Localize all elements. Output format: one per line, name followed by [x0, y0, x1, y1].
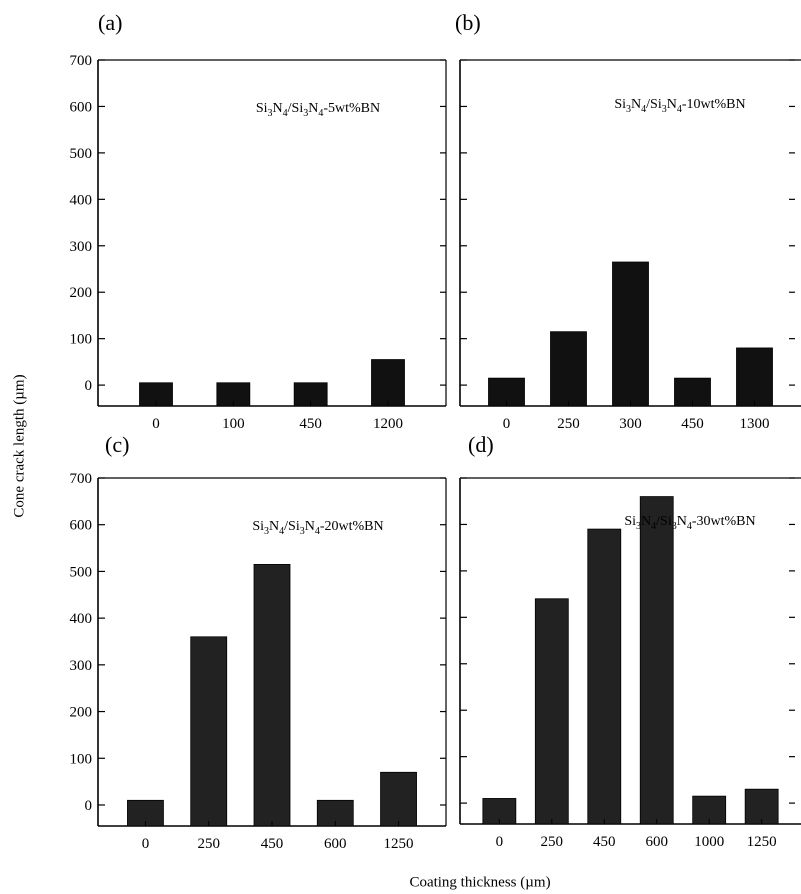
bar [550, 331, 587, 407]
x-tick-label: 1200 [373, 416, 403, 432]
annotation-subscript: 4 [283, 108, 288, 119]
y-tick-label: 400 [70, 611, 93, 627]
annotation-subscript: 3 [264, 526, 269, 537]
x-tick-label: 450 [593, 834, 616, 850]
bar [587, 528, 622, 825]
x-tick-label: 1250 [384, 836, 414, 852]
y-axis-title: Cone crack length (µm) [11, 374, 28, 518]
annotation-subscript: 4 [677, 104, 682, 115]
x-tick-label: 250 [197, 836, 220, 852]
panel-annotation: Si3N4/Si3N4-20wt%BN [252, 519, 383, 537]
x-tick-label: 1300 [740, 416, 770, 432]
x-tick-label: 450 [681, 416, 704, 432]
x-tick-label: 0 [142, 836, 150, 852]
annotation-subscript: 3 [300, 526, 305, 537]
bar [612, 261, 649, 407]
x-tick-label: 600 [324, 836, 347, 852]
annotation-text: /Si [656, 514, 672, 529]
annotation-subscript: 4 [641, 104, 646, 115]
annotation-text: /Si [288, 101, 304, 116]
y-tick-label: 100 [70, 751, 93, 767]
chart-panel-2: 0 250 300 450 1300(b)Si3N4/Si3N4-10wt%BN [455, 10, 801, 432]
x-tick-label: 450 [299, 416, 322, 432]
chart-panel-4: 0 250 450 600 1000 1250(d)Si3N4/Si3N4-30wt%BN [459, 432, 801, 850]
annotation-text: N [308, 101, 318, 116]
bar [190, 636, 228, 827]
annotation-text: N [305, 519, 315, 534]
panel-label: (a) [98, 10, 122, 35]
x-tick-label: 0 [152, 416, 160, 432]
annotation-text: N [273, 101, 283, 116]
x-axis-title: Coating thickness (µm) [409, 874, 551, 891]
annotation-text: -5wt%BN [323, 101, 380, 116]
y-tick-label: 0 [85, 798, 93, 814]
x-tick-label: 1000 [694, 834, 724, 850]
y-tick-label: 700 [70, 53, 93, 69]
annotation-subscript: 4 [315, 526, 320, 537]
x-tick-label: 600 [645, 834, 668, 850]
annotation-text: N [641, 514, 651, 529]
annotation-subscript: 4 [687, 521, 692, 532]
y-tick-label: 300 [70, 239, 93, 255]
annotation-text: /Si [646, 97, 662, 112]
y-tick-label: 600 [70, 518, 93, 534]
bar [371, 359, 405, 407]
x-tick-label: 0 [503, 416, 511, 432]
annotation-subscript: 3 [626, 104, 631, 115]
x-tick-label: 1250 [747, 834, 777, 850]
bar [639, 496, 674, 825]
annotation-text: Si [256, 101, 268, 116]
annotation-text: -10wt%BN [682, 97, 746, 112]
x-tick-label: 100 [222, 416, 245, 432]
y-tick-label: 500 [70, 564, 93, 580]
annotation-text: Si [252, 519, 264, 534]
annotation-text: N [631, 97, 641, 112]
annotation-text: N [667, 97, 677, 112]
annotation-subscript: 3 [662, 104, 667, 115]
y-tick-label: 600 [70, 99, 93, 115]
panel-annotation: Si3N4/Si3N4-5wt%BN [256, 101, 380, 119]
chart-panel-3: 0 100 200 300 400 500 600 700 0 250 450 600 1250 (c) S… [70, 432, 447, 852]
panel-annotation: Si3N4/Si3N4-10wt%BN [614, 97, 745, 115]
annotation-subscript: 3 [636, 521, 641, 532]
annotation-subscript: 4 [651, 521, 656, 532]
annotation-subscript: 3 [268, 108, 273, 119]
panel-label: (d) [468, 432, 494, 457]
panel-annotation: Si3N4/Si3N4-30wt%BN [624, 514, 755, 532]
annotation-subscript: 4 [318, 108, 323, 119]
annotation-subscript: 4 [279, 526, 284, 537]
bar [380, 771, 417, 827]
x-tick-label: 250 [541, 834, 564, 850]
bar [744, 788, 779, 825]
bar [534, 598, 569, 825]
annotation-text: -20wt%BN [320, 519, 384, 534]
annotation-text: Si [624, 514, 636, 529]
y-tick-label: 300 [70, 658, 93, 674]
x-tick-label: 250 [557, 416, 580, 432]
x-tick-label: 450 [261, 836, 284, 852]
x-tick-label: 300 [619, 416, 642, 432]
panel-label: (c) [105, 432, 129, 457]
panel-label: (b) [455, 10, 481, 35]
y-tick-label: 200 [70, 705, 93, 721]
annotation-subscript: 3 [672, 521, 677, 532]
annotation-text: Si [614, 97, 626, 112]
y-tick-label: 0 [85, 378, 93, 394]
annotation-subscript: 3 [303, 108, 308, 119]
y-tick-label: 100 [70, 332, 93, 348]
x-tick-label: 0 [496, 834, 504, 850]
y-tick-label: 500 [70, 146, 93, 162]
annotation-text: /Si [284, 519, 300, 534]
annotation-text: N [677, 514, 687, 529]
bar [736, 347, 773, 407]
y-tick-label: 200 [70, 285, 93, 301]
annotation-text: N [269, 519, 279, 534]
annotation-text: -30wt%BN [692, 514, 756, 529]
y-tick-label: 700 [70, 471, 93, 487]
y-tick-label: 400 [70, 192, 93, 208]
bar [253, 564, 291, 827]
